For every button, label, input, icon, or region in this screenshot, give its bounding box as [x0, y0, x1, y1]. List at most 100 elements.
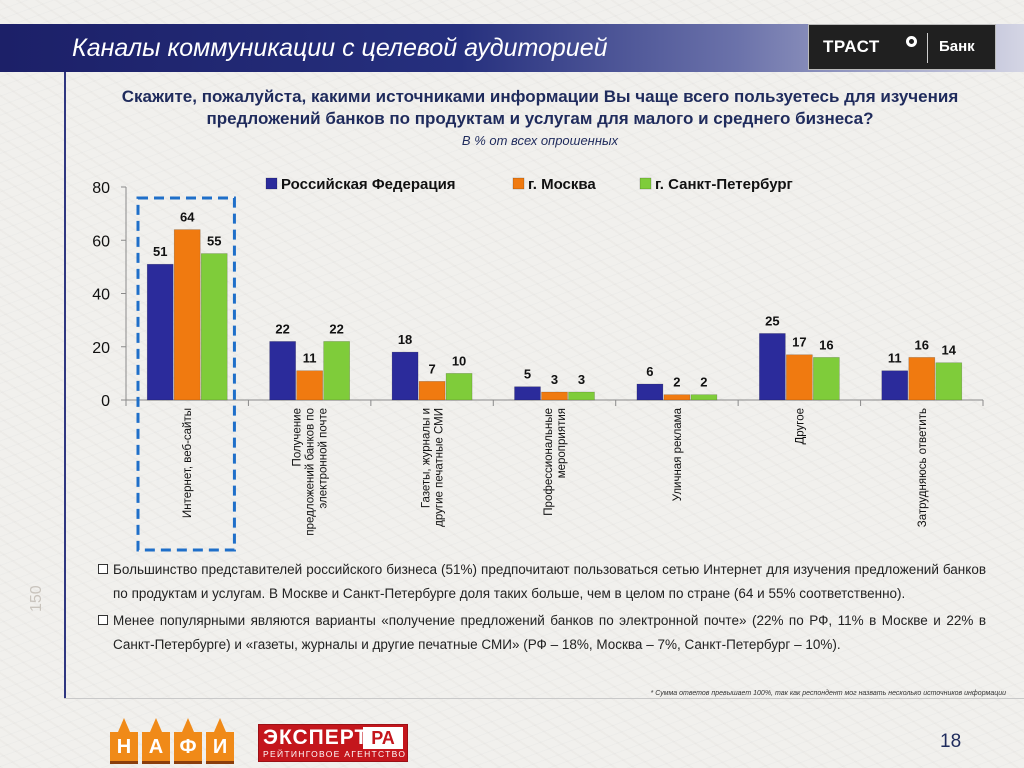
category-label-line: Интернет, веб-сайты: [182, 408, 194, 518]
bar: [813, 357, 840, 401]
bar: [908, 357, 936, 401]
nafi-spike: [182, 718, 194, 732]
expert-ra: РА: [363, 727, 403, 749]
bar-value-label: 7: [428, 361, 435, 376]
category-label-line: другие печатные СМИ: [434, 408, 446, 527]
brand-name: ТРАСТ: [823, 37, 880, 56]
category-label: Газеты, журналы и другие печатные СМИ: [421, 408, 446, 527]
bar-value-label: 64: [180, 210, 195, 225]
bar-value-label: 5: [524, 367, 531, 382]
category-label-line: Затрудняюсь ответить: [917, 408, 929, 527]
bar-value-label: 25: [765, 313, 779, 328]
y-tick-label: 40: [92, 287, 110, 304]
y-tick-label: 0: [101, 393, 110, 410]
y-tick-label: 80: [92, 180, 110, 197]
bar-value-label: 16: [915, 337, 929, 352]
bar: [786, 354, 813, 401]
bar: [663, 394, 691, 401]
page-title: Каналы коммуникации с целевой аудиторией: [72, 34, 608, 62]
bar-value-label: 18: [398, 332, 412, 347]
legend-label: г. Санкт-Петербург: [655, 176, 793, 193]
finding-item: Большинство представителей российского б…: [98, 558, 986, 605]
category-label-line: мероприятия: [556, 408, 568, 478]
category-label-line: предложений банков по: [305, 408, 317, 536]
bar-value-label: 3: [578, 372, 585, 387]
legend-label: Российская Федерация: [281, 176, 456, 193]
bar: [690, 394, 718, 401]
category-label: Уличная реклама: [672, 407, 684, 501]
bar-value-label: 2: [673, 375, 680, 390]
bar-value-label: 11: [888, 351, 902, 366]
bar: [514, 386, 541, 401]
expert-sub: РЕЙТИНГОВОЕ АГЕНТСТВО: [263, 749, 407, 759]
bar: [269, 341, 296, 401]
nafi-spike: [118, 718, 130, 732]
bar-value-label: 22: [329, 321, 343, 336]
bar: [418, 381, 446, 401]
brand-ring-icon: [906, 36, 917, 47]
bar: [935, 362, 963, 401]
category-label-line: Получение: [292, 408, 304, 466]
bar-value-label: 10: [452, 353, 466, 368]
category-label-line: Профессиональные: [543, 408, 555, 516]
category-label-line: Уличная реклама: [672, 407, 684, 501]
bar: [323, 341, 350, 401]
bar: [146, 263, 174, 401]
nafi-letter: А: [142, 732, 170, 764]
bar-value-label: 17: [792, 335, 806, 350]
y-tick-label: 20: [92, 340, 110, 357]
finding-item: Менее популярными являются варианты «пол…: [98, 609, 986, 656]
bar-value-label: 51: [153, 244, 167, 259]
bar-value-label: 22: [275, 321, 289, 336]
bar: [173, 229, 201, 401]
legend-swatch: [639, 177, 652, 190]
footnote: * Сумма ответов превышает 100%, так как …: [650, 690, 1006, 697]
brand-divider: [927, 33, 928, 63]
category-label: Другое: [794, 408, 806, 445]
category-label-line: Газеты, журналы и: [421, 408, 433, 508]
category-label-line: электронной почте: [318, 408, 330, 509]
checkbox-bullet-icon: [98, 564, 108, 574]
bar: [881, 370, 909, 401]
nafi-letter: Н: [110, 732, 138, 764]
bar-value-label: 14: [942, 343, 957, 358]
nafi-spike: [150, 718, 162, 732]
nafi-spike: [214, 718, 226, 732]
bar-value-label: 11: [303, 351, 317, 366]
bar: [759, 333, 786, 401]
bar-value-label: 2: [700, 375, 707, 390]
page-number: 18: [940, 731, 962, 752]
brand-sub: Банк: [939, 38, 975, 55]
category-label: Получение предложений банков по электронно…: [292, 408, 330, 536]
y-tick-label: 60: [92, 233, 110, 250]
category-label-line: Другое: [794, 408, 806, 445]
bar-value-label: 6: [646, 364, 653, 379]
nafi-logo: Н А Ф И: [110, 718, 238, 766]
finding-text: Менее популярными являются варианты «пол…: [113, 613, 986, 652]
bar: [391, 351, 419, 401]
expert-ra-logo: ЭКСПЕРТ РА РЕЙТИНГОВОЕ АГЕНТСТВО: [258, 724, 408, 762]
bar: [445, 373, 473, 401]
bar-value-label: 3: [551, 372, 558, 387]
bar: [296, 370, 323, 401]
nafi-letter: Ф: [174, 732, 202, 764]
bottom-rule: [64, 698, 1024, 699]
legend-label: г. Москва: [528, 176, 596, 193]
checkbox-bullet-icon: [98, 615, 108, 625]
bar: [200, 253, 228, 401]
expert-main: ЭКСПЕРТ: [263, 726, 369, 749]
category-label: Затрудняюсь ответить: [917, 408, 929, 527]
bar: [636, 383, 664, 401]
nafi-letter: И: [206, 732, 234, 764]
trust-bank-logo: ТРАСТ Банк: [808, 24, 996, 70]
highlight-box: [136, 196, 236, 552]
findings-list: Большинство представителей российского б…: [98, 558, 986, 656]
bar: [568, 391, 595, 401]
bar-value-label: 16: [819, 337, 833, 352]
legend-swatch: [512, 177, 525, 190]
survey-question: Скажите, пожалуйста, какими источниками …: [121, 87, 959, 128]
side-rule: [64, 72, 66, 698]
finding-text: Большинство представителей российского б…: [113, 562, 986, 601]
bar-value-label: 55: [207, 234, 221, 249]
